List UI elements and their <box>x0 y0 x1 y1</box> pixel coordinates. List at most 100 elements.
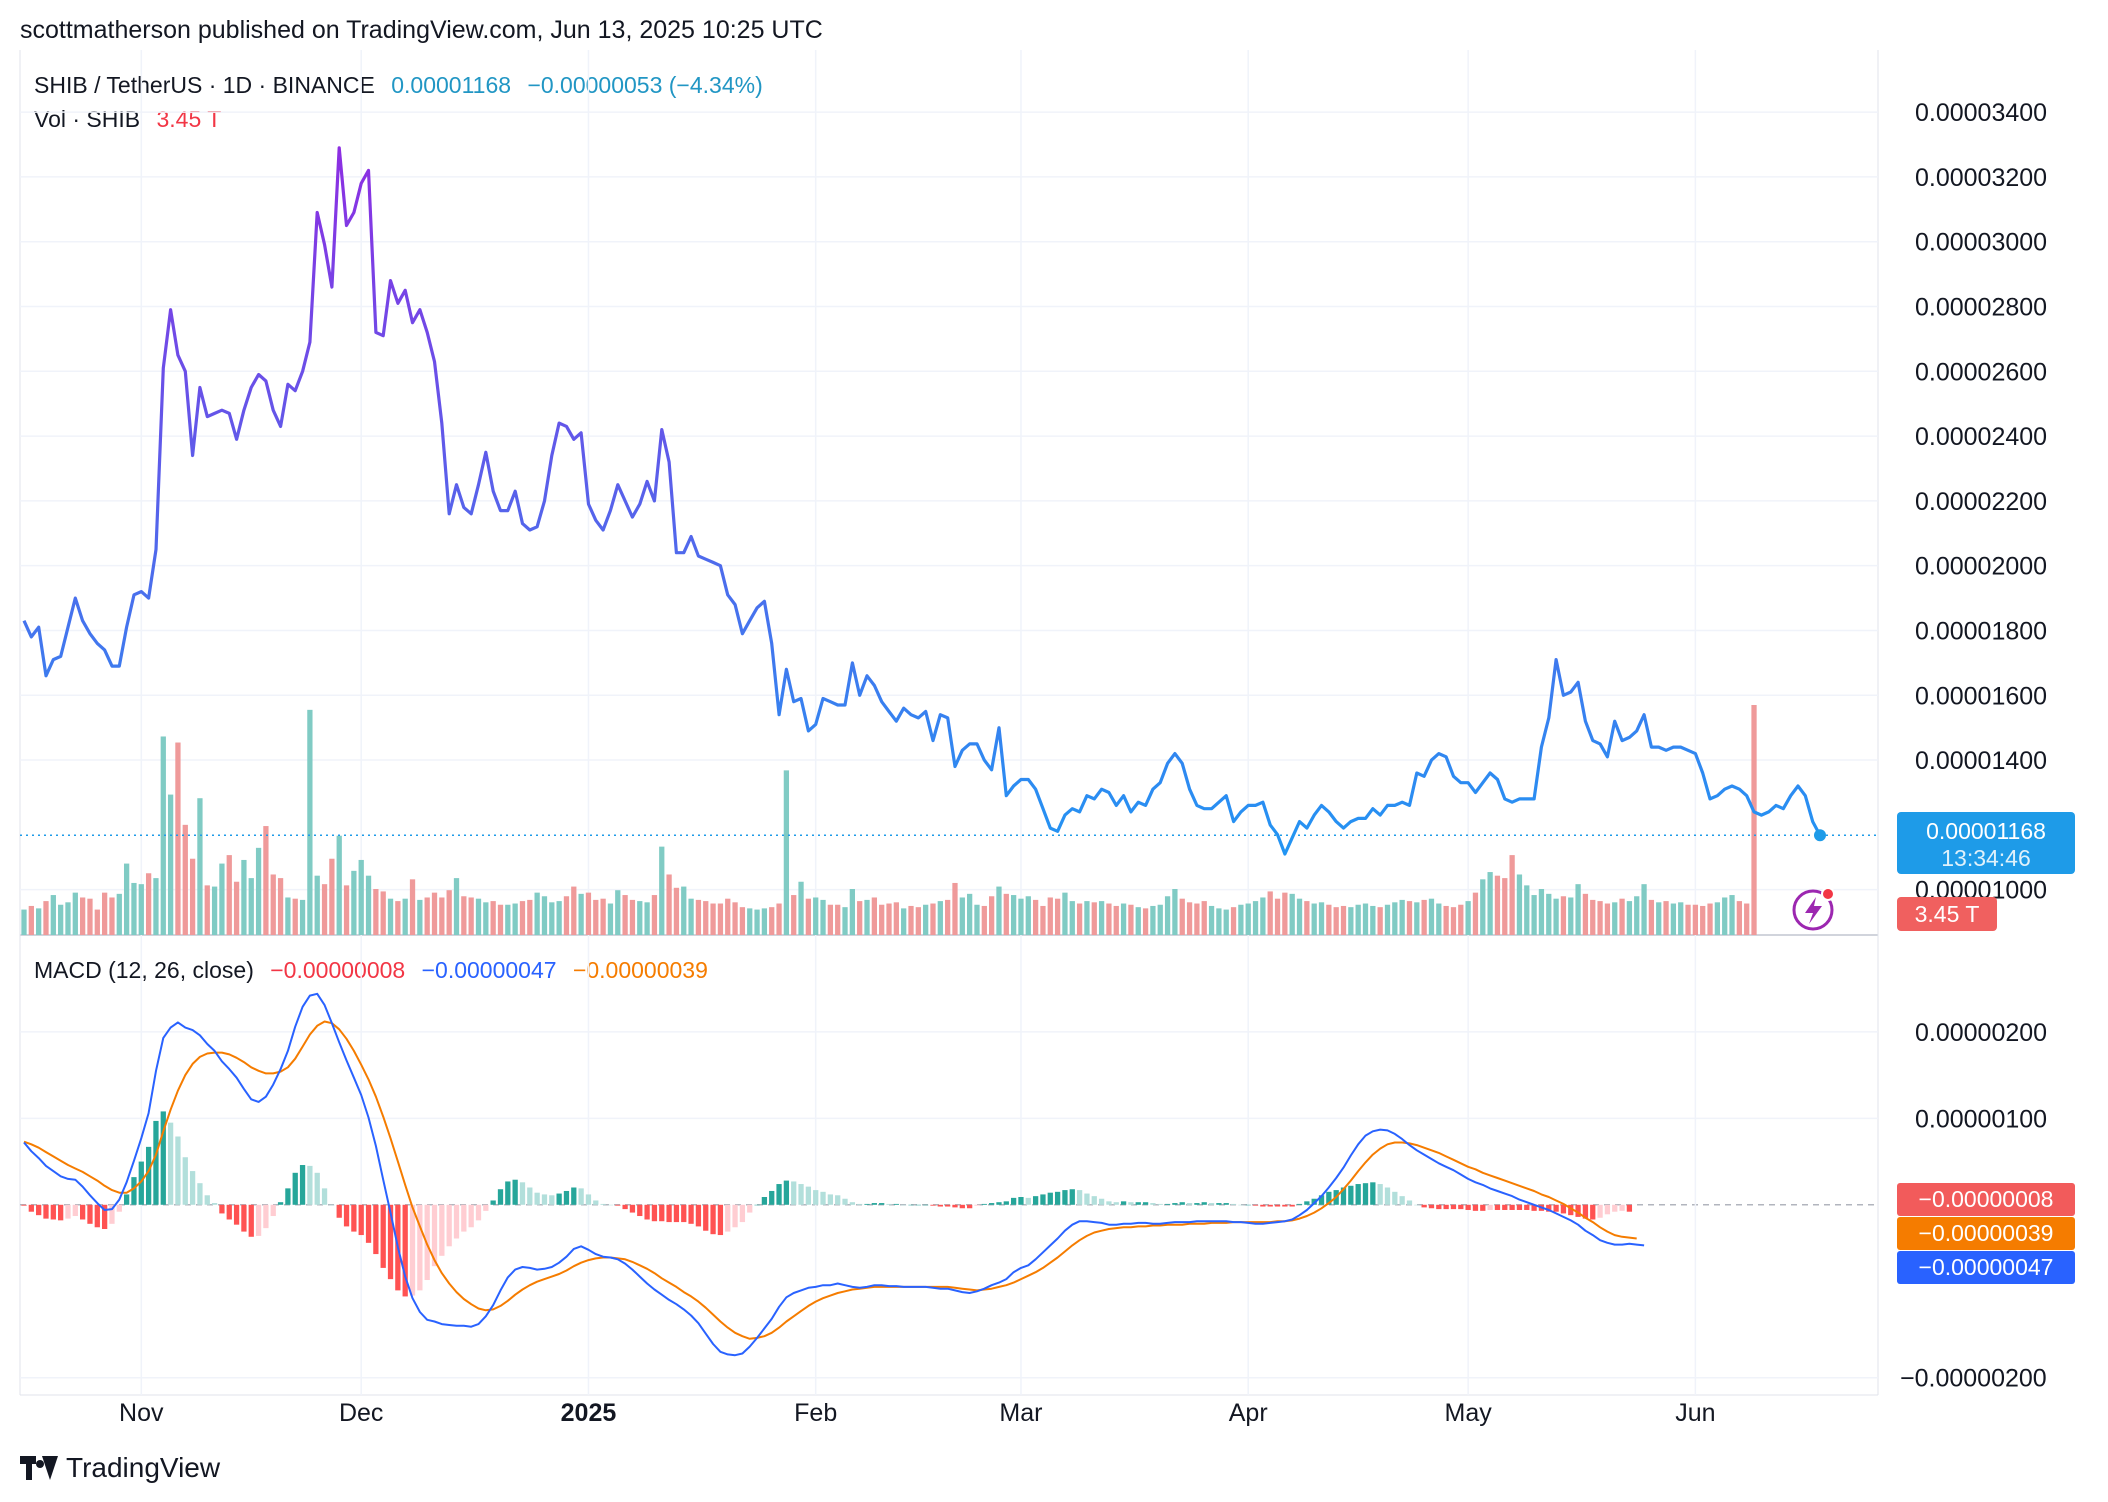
macd-histogram-bar <box>1626 1204 1633 1212</box>
volume-bar <box>380 891 386 935</box>
volume-bar <box>1502 878 1508 935</box>
macd-histogram-bar <box>1003 1201 1009 1205</box>
macd-histogram-bar <box>981 1203 987 1205</box>
macd-histogram-bar <box>849 1202 855 1205</box>
volume-bar <box>893 902 899 935</box>
volume-bar <box>1216 908 1222 935</box>
macd-histogram-bar <box>607 1204 614 1206</box>
macd-histogram-bar <box>1502 1204 1508 1210</box>
volume-bar <box>996 886 1002 935</box>
price-tick-label: 0.00003200 <box>1915 164 2047 192</box>
volume-bar <box>901 908 907 935</box>
volume-bar <box>1348 907 1354 935</box>
volume-bar <box>358 859 364 935</box>
volume-bar <box>424 897 430 935</box>
volume-bar <box>1568 897 1574 935</box>
macd-histogram-bar <box>1318 1195 1325 1205</box>
volume-bar <box>1700 905 1706 935</box>
macd-histogram-bar <box>468 1204 474 1228</box>
macd-histogram-bar <box>329 1204 335 1206</box>
volume-bar <box>945 899 951 935</box>
volume-bar <box>1296 898 1303 935</box>
volume-bar <box>813 897 819 935</box>
volume-bar <box>1428 898 1435 935</box>
macd-histogram-bar <box>761 1197 768 1205</box>
volume-bar <box>292 898 298 935</box>
macd-histogram-bar <box>1436 1204 1442 1210</box>
volume-bar <box>153 878 159 935</box>
price-tick-label: 0.00003000 <box>1915 229 2047 257</box>
volume-bar <box>1575 884 1581 935</box>
macd-histogram-bar <box>483 1204 489 1211</box>
volume-bar <box>659 846 665 935</box>
lightning-icon[interactable] <box>1792 887 1835 931</box>
macd-histogram-bar <box>21 1204 27 1206</box>
volume-bar <box>637 901 643 935</box>
macd-histogram-bar <box>835 1195 841 1205</box>
series-lines <box>20 146 1878 1357</box>
macd-histogram-bar <box>160 1111 166 1205</box>
macd-histogram-bar <box>1047 1192 1053 1205</box>
brand-footer[interactable]: TradingView <box>20 1452 220 1484</box>
macd-histogram-bar <box>1465 1204 1471 1210</box>
macd-histogram-bar <box>879 1203 885 1205</box>
volume-bar <box>1025 896 1031 935</box>
macd-histogram-bar <box>813 1190 819 1205</box>
macd-histogram-bar <box>475 1204 482 1221</box>
volume-bar <box>131 882 137 935</box>
macd-histogram-bar <box>1120 1201 1127 1205</box>
volume-bar <box>725 898 731 935</box>
volume-bar <box>1553 898 1559 935</box>
macd-histogram-bar <box>893 1203 899 1205</box>
volume-bar <box>204 885 210 935</box>
volume-bar <box>1120 903 1127 935</box>
macd-histogram-bar <box>58 1204 64 1221</box>
volume-bar <box>1634 896 1640 935</box>
volume-bar <box>747 908 753 935</box>
macd-histogram-bar <box>534 1192 540 1205</box>
macd-histogram-bar <box>1054 1191 1061 1205</box>
time-tick-label: May <box>1445 1399 1493 1427</box>
volume-bar <box>263 826 269 935</box>
volume-bar <box>644 902 650 935</box>
volume-bar <box>1670 903 1677 935</box>
volume-bar <box>981 905 987 935</box>
volume-bar <box>959 897 965 935</box>
volume-bar <box>864 899 870 935</box>
volume-bar <box>585 892 592 935</box>
volume-bar <box>1604 903 1611 935</box>
volume-bar <box>1238 904 1244 935</box>
macd-histogram-bar <box>417 1204 423 1291</box>
price-badge: 0.00001168 13:34:46 <box>1897 812 2075 874</box>
macd-histogram-bar <box>776 1184 782 1205</box>
volume-bar <box>1267 891 1273 935</box>
price-tick-label: 0.00003400 <box>1915 99 2047 127</box>
volume-bar <box>248 878 254 935</box>
volume-bar <box>710 903 716 935</box>
macd-histogram-bar <box>1040 1194 1046 1205</box>
macd-histogram-bar <box>1406 1200 1413 1205</box>
macd-histogram-bar <box>1494 1204 1501 1210</box>
volume-bar <box>937 901 943 935</box>
macd-histogram-bar <box>519 1182 526 1205</box>
last-price-dot <box>1814 829 1826 842</box>
macd-histogram-bar <box>688 1204 694 1224</box>
macd-histogram-bar <box>351 1204 357 1232</box>
volume-bar <box>1223 909 1229 935</box>
volume-bar <box>1186 902 1193 935</box>
macd-histogram-bar <box>1362 1183 1369 1205</box>
svg-text:−0.00000039: −0.00000039 <box>1919 1220 2054 1246</box>
volume-bar <box>365 875 372 935</box>
macd-histogram-bar <box>864 1203 870 1205</box>
volume-bar <box>299 899 306 935</box>
volume-bar <box>167 794 174 935</box>
macd-histogram-bar <box>1267 1204 1273 1207</box>
price-tick-label: 0.00002600 <box>1915 358 2047 386</box>
volume-bar <box>101 892 108 935</box>
macd-histogram-bar <box>908 1204 914 1206</box>
volume-bar <box>541 896 548 935</box>
volume-bar <box>1164 896 1171 935</box>
volume-bar <box>1157 904 1163 935</box>
macd-histogram-bar <box>292 1172 298 1205</box>
